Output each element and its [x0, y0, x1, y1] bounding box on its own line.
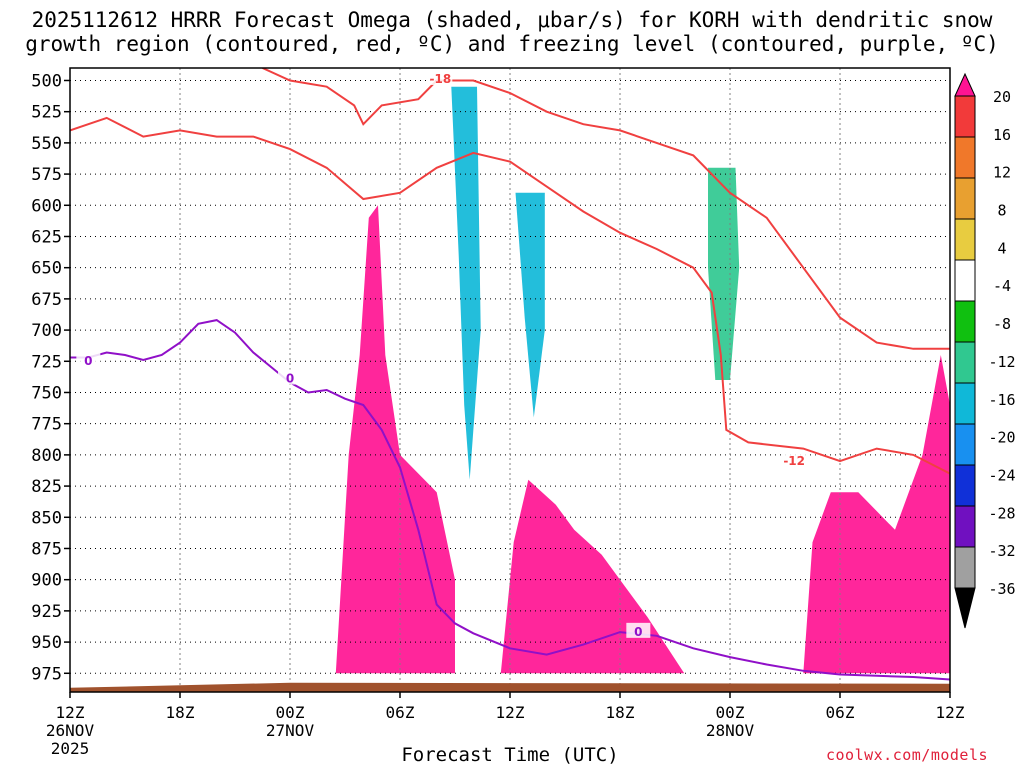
x-tick-year-0: 2025	[51, 739, 90, 758]
colorbar-label-7: -12	[988, 353, 1015, 371]
chart-title-line-2: growth region (contoured, red, ºC) and f…	[25, 32, 999, 56]
colorbar-label-9: -20	[988, 429, 1015, 447]
y-tick-label-600: 600	[31, 196, 62, 216]
contour-label-bg-0	[428, 69, 453, 85]
contour-label-bg-4	[626, 622, 651, 638]
omega-region-descent-band-10z	[451, 86, 481, 480]
colorbar-box-9	[954, 464, 976, 507]
contour-label-2: 0	[84, 354, 92, 368]
x-tick-label-42: 06Z	[826, 703, 855, 722]
contour-label-3: 0	[286, 372, 294, 386]
omega-region-descent-band-13z	[515, 192, 545, 418]
y-tick-label-975: 975	[31, 664, 62, 684]
colorbar-label-13: -36	[988, 580, 1015, 598]
y-tick-label-900: 900	[31, 571, 62, 591]
y-tick-label-700: 700	[31, 321, 62, 341]
gridlines	[69, 68, 951, 692]
y-tick-label-800: 800	[31, 446, 62, 466]
colorbar-box-4	[954, 259, 976, 302]
colorbar-box-0	[954, 95, 976, 138]
x-tick-label-48: 12Z	[936, 703, 965, 722]
y-tick-label-500: 500	[31, 71, 62, 91]
y-axis: 500 525 550 575 600 625 650 675 700 725 750 775 800 8…	[31, 71, 70, 684]
colorbar-label-0: 20	[993, 88, 1011, 106]
terrain-strip	[70, 682, 950, 692]
colorbar-box-11	[954, 546, 976, 589]
colorbar-box-1	[954, 136, 976, 179]
x-tick-label-18: 06Z	[386, 703, 415, 722]
colorbar-box-2	[954, 177, 976, 220]
terrain-fill	[70, 682, 950, 692]
y-tick-label-750: 750	[31, 383, 62, 403]
colorbar-label-8: -16	[988, 391, 1015, 409]
credit-link[interactable]: coolwx.com/models	[826, 746, 989, 764]
x-tick-label-24: 12Z	[496, 703, 525, 722]
omega-region-ascent-core-12z	[500, 479, 685, 674]
y-tick-label-550: 550	[31, 134, 62, 154]
x-tick-label-0: 12Z	[56, 703, 85, 722]
contour-dendritic-minus-18	[262, 68, 950, 350]
omega-region-descent-band-01z	[708, 167, 740, 380]
colorbar-label-11: -28	[988, 504, 1015, 522]
colorbar-label-5: -4	[993, 277, 1011, 295]
y-tick-label-950: 950	[31, 633, 62, 653]
contour-label-bg-2	[76, 352, 101, 368]
colorbar-box-6	[954, 341, 976, 384]
y-tick-label-850: 850	[31, 508, 62, 528]
colorbar-label-1: 16	[993, 126, 1011, 144]
colorbar-box-3	[954, 218, 976, 261]
contour-label-1: -12	[783, 454, 805, 468]
x-tick-date-36: 28NOV	[706, 721, 755, 740]
colorbar-box-8	[954, 423, 976, 466]
y-tick-label-575: 575	[31, 165, 62, 185]
contour-dendritic-minus-12	[70, 116, 950, 475]
x-tick-label-30: 18Z	[606, 703, 635, 722]
colorbar-legend: 20 16 12 8 4 -4 -8 -12 -16 -20 -24 -28 -32 -36	[954, 72, 1016, 629]
colorbar-label-3: 8	[997, 202, 1006, 220]
colorbar-box-7	[954, 382, 976, 425]
colorbar-box-5	[954, 300, 976, 343]
colorbar-label-10: -24	[988, 466, 1015, 484]
omega-region-ascent-core-06z	[803, 355, 950, 674]
colorbar-box-10	[954, 505, 976, 548]
y-tick-label-675: 675	[31, 290, 62, 310]
colorbar-top-arrow	[954, 72, 976, 97]
y-tick-label-525: 525	[31, 103, 62, 123]
x-tick-label-36: 00Z	[716, 703, 745, 722]
chart-title-line-1: 2025112612 HRRR Forecast Omega (shaded, …	[31, 8, 993, 32]
y-tick-label-725: 725	[31, 352, 62, 372]
colorbar-label-12: -32	[988, 542, 1015, 560]
contours: -18 -12 0 0 0	[70, 68, 950, 681]
x-tick-label-12: 00Z	[276, 703, 305, 722]
y-tick-label-625: 625	[31, 227, 62, 247]
y-tick-label-650: 650	[31, 259, 62, 279]
y-tick-label-875: 875	[31, 539, 62, 559]
x-tick-label-6: 18Z	[166, 703, 195, 722]
y-tick-label-925: 925	[31, 602, 62, 622]
x-tick-date-0: 26NOV	[46, 721, 95, 740]
colorbar-label-4: 4	[997, 239, 1006, 257]
y-tick-label-775: 775	[31, 415, 62, 435]
contour-label-0: -18	[429, 72, 451, 86]
contour-label-bg-3	[278, 369, 302, 385]
y-tick-label-825: 825	[31, 477, 62, 497]
colorbar-label-2: 12	[993, 164, 1011, 182]
x-axis-title: Forecast Time (UTC)	[401, 744, 619, 766]
colorbar-label-6: -8	[993, 315, 1011, 333]
contour-label-4: 0	[634, 625, 642, 639]
contour-label-bg-1	[782, 451, 807, 467]
contour-freezing-level-0	[70, 319, 950, 681]
x-tick-date-12: 27NOV	[266, 721, 315, 740]
colorbar-bottom-arrow	[954, 587, 976, 629]
